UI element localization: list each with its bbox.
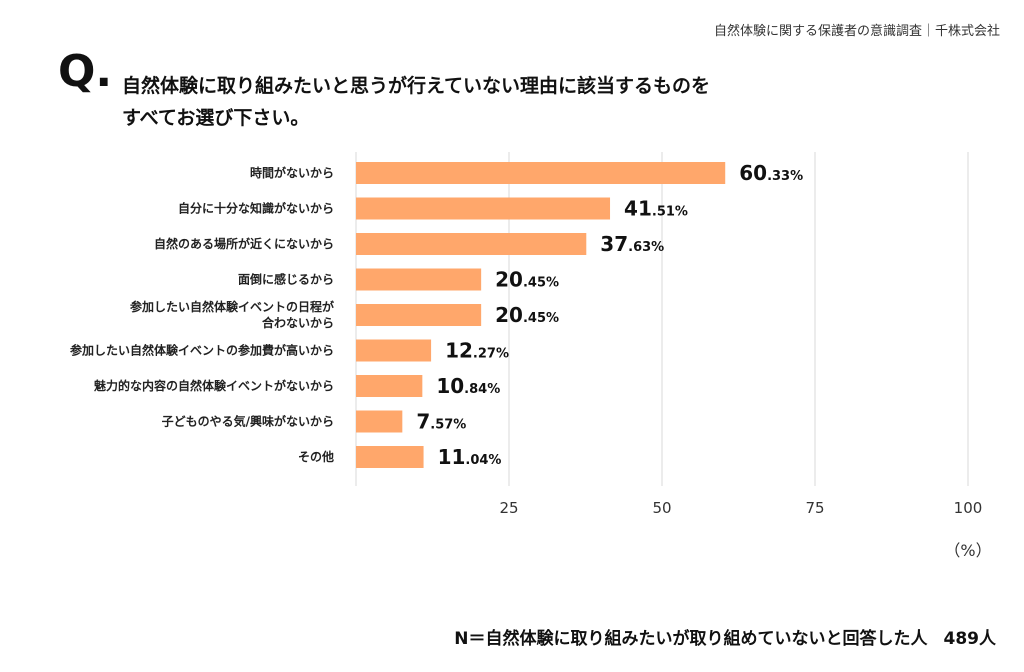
data-label: 37.63% [600, 232, 664, 256]
bar-8 [356, 446, 424, 468]
category-label: 自分に十分な知識がないから [178, 201, 334, 216]
category-label: その他 [298, 449, 334, 464]
data-label-integer: 20 [495, 268, 523, 292]
bar-3 [356, 268, 482, 291]
category-label: 魅力的な内容の自然体験イベントがないから [94, 378, 334, 393]
data-label-decimal: .51% [652, 205, 688, 220]
category-label: 参加したい自然体験イベントの参加費が高いから [70, 343, 334, 358]
bar-4 [356, 304, 482, 326]
data-label-decimal: .04% [465, 453, 501, 468]
sample-size-count: 489人 [943, 629, 997, 649]
x-tick-label: 50 [652, 499, 671, 517]
data-label: 60.33% [739, 161, 803, 185]
category-label: 子どものやる気/興味がないから [162, 414, 334, 429]
data-label-decimal: .45% [523, 311, 559, 326]
bar-0 [356, 162, 726, 184]
x-axis-unit-label: （%） [944, 541, 991, 560]
data-label: 41.51% [624, 197, 688, 221]
category-label: 自然のある場所が近くにないから [154, 236, 334, 251]
data-label: 10.84% [436, 374, 500, 398]
category-label: 面倒に感じるから [238, 272, 334, 287]
bar-7 [356, 410, 403, 433]
data-label: 20.45% [495, 303, 559, 327]
data-label-integer: 37 [600, 232, 628, 256]
question-line-1: 自然体験に取り組みたいと思うが行えていない理由に該当するものを [122, 75, 711, 97]
data-label: 7.57% [416, 410, 466, 434]
question-text: 自然体験に取り組みたいと思うが行えていない理由に該当するものを すべてお選び下さ… [122, 70, 882, 134]
bar-5 [356, 339, 432, 362]
data-label-integer: 11 [438, 445, 466, 469]
data-label-decimal: .33% [767, 169, 803, 184]
data-label-decimal: .63% [628, 240, 664, 255]
question-mark: Q. [58, 46, 113, 97]
data-label-integer: 12 [445, 339, 473, 363]
data-label-decimal: .27% [473, 347, 509, 362]
data-label-decimal: .84% [464, 382, 500, 397]
category-label: 参加したい自然体験イベントの日程が [130, 299, 334, 314]
bar-1 [356, 197, 611, 220]
x-tick-label: 100 [954, 499, 983, 517]
bar-chart: 25 50 75 100 （%） 時間がないから 60.33% 自分に十分な知識がないから 41… [70, 152, 992, 560]
data-label-decimal: .57% [430, 418, 466, 433]
category-label: 時間がないから [250, 165, 334, 180]
bar-2 [356, 233, 587, 255]
data-label-integer: 20 [495, 303, 523, 327]
data-label: 11.04% [438, 445, 502, 469]
x-tick-label: 25 [499, 499, 518, 517]
data-label-integer: 10 [436, 374, 464, 398]
data-label: 12.27% [445, 339, 509, 363]
data-label-integer: 60 [739, 161, 767, 185]
data-label-integer: 7 [416, 410, 430, 434]
sample-size-label: N＝自然体験に取り組みたいが取り組めていないと回答した人 [454, 629, 928, 649]
bar-6 [356, 375, 423, 397]
survey-source: 自然体験に関する保護者の意識調査｜千株式会社 [713, 24, 1000, 39]
data-label: 20.45% [495, 268, 559, 292]
category-label: 合わないから [262, 315, 334, 330]
sample-size-note: N＝自然体験に取り組みたいが取り組めていないと回答した人 489人 [454, 624, 996, 649]
data-label-decimal: .45% [523, 276, 559, 291]
data-label-integer: 41 [624, 197, 652, 221]
x-tick-label: 75 [805, 499, 824, 517]
question-line-2: すべてお選び下さい。 [122, 107, 310, 129]
